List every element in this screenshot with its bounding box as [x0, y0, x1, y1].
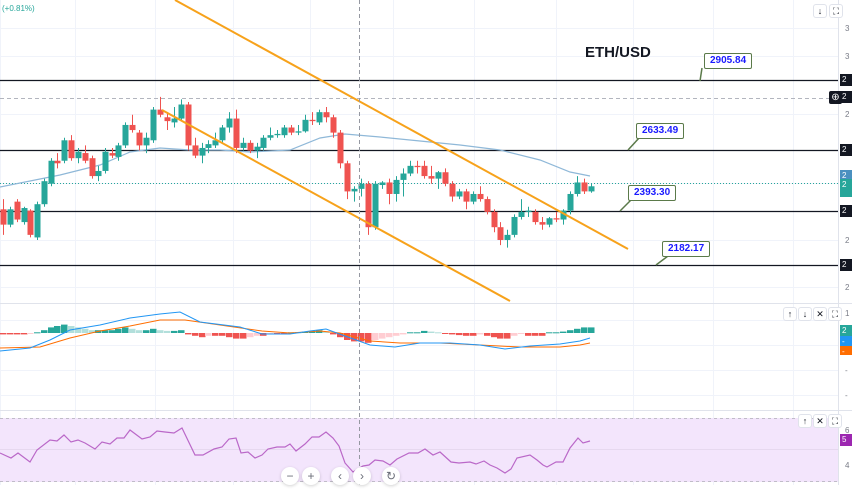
macd-hist-tag: 2 [840, 325, 852, 337]
level-callout-2393[interactable]: 2393.30 [628, 185, 677, 201]
macd-maximize-button[interactable]: ⛶ [828, 307, 842, 321]
price-tag-2393: 2 [840, 205, 852, 217]
level-callout-2905[interactable]: 2905.84 [704, 53, 753, 69]
price-tag-2182: 2 [840, 259, 852, 271]
level-callout-2182[interactable]: 2182.17 [662, 241, 711, 257]
signal-line-tag: - [840, 346, 852, 355]
price-tag-2905: 2 [840, 74, 852, 86]
svg-text:2: 2 [845, 236, 850, 245]
level-callout-2633[interactable]: 2633.49 [636, 123, 685, 139]
svg-text:-: - [845, 366, 848, 375]
moving-average-line [0, 133, 591, 188]
descending-channel[interactable] [161, 0, 629, 302]
rsi-move-up-button[interactable]: ↑ [798, 414, 812, 428]
maximize-pane-button[interactable]: ⛶ [829, 4, 843, 18]
rsi-value-tag: 5 [840, 434, 852, 446]
svg-text:3: 3 [845, 52, 850, 61]
reset-chart-button[interactable]: ↻ [382, 467, 400, 485]
rsi-close-button[interactable]: ✕ [813, 414, 827, 428]
svg-text:-: - [845, 391, 848, 400]
add-alert-plus-icon[interactable]: ⊕ [829, 91, 842, 104]
svg-text:4: 4 [845, 461, 850, 470]
price-tag-crosshair: 2 [840, 91, 852, 103]
macd-move-up-button[interactable]: ↑ [783, 307, 797, 321]
price-tag-2633: 2 [840, 144, 852, 156]
rsi-maximize-button[interactable]: ⛶ [828, 414, 842, 428]
svg-text:1: 1 [845, 309, 850, 318]
macd-pane [0, 311, 595, 352]
symbol-title: ETH/USD [585, 44, 651, 61]
price-tag-last: 2 [840, 179, 852, 197]
price-change-percent: (+0.81%) [2, 4, 35, 13]
rsi-pane [0, 418, 838, 482]
macd-close-button[interactable]: ✕ [813, 307, 827, 321]
svg-text:6: 6 [845, 426, 850, 435]
zoom-out-button[interactable]: − [281, 467, 299, 485]
scroll-right-button[interactable]: › [353, 467, 371, 485]
macd-line-tag: - [840, 336, 852, 346]
svg-text:2: 2 [845, 110, 850, 119]
zoom-in-button[interactable]: + [302, 467, 320, 485]
scroll-left-button[interactable]: ‹ [331, 467, 349, 485]
svg-text:3: 3 [845, 24, 850, 33]
move-pane-down-button[interactable]: ↓ [813, 4, 827, 18]
svg-text:2: 2 [845, 283, 850, 292]
macd-move-down-button[interactable]: ↓ [798, 307, 812, 321]
candlesticks [0, 96, 595, 248]
